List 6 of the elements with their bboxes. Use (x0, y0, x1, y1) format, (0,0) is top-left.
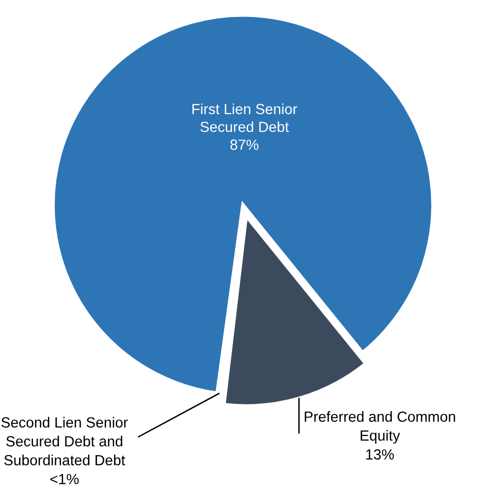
data-label: 13% (366, 449, 394, 460)
data-label: 87% (230, 140, 258, 150)
data-label: <1% (50, 474, 79, 484)
slice-label: Preferred and Common Equity (304, 411, 456, 444)
slice-label: First Lien Senior Secured Debt (192, 104, 298, 132)
slice-label: Second Lien Senior Secured Debt and Subordinated Debt (1, 416, 128, 466)
